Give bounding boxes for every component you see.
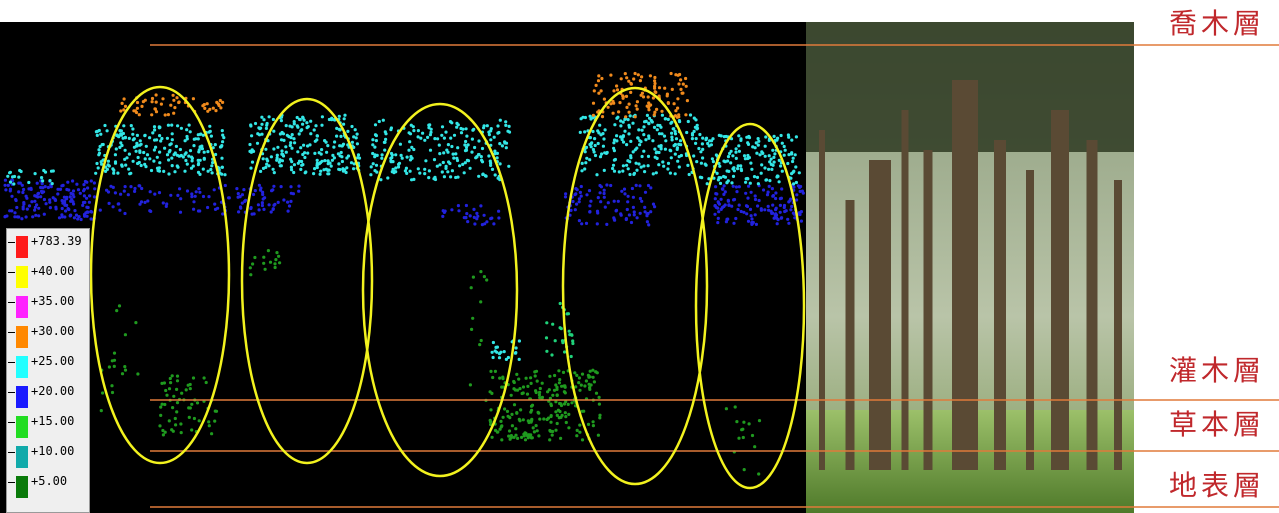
legend-label: +25.00 — [31, 354, 75, 368]
legend-label: +20.00 — [31, 384, 75, 398]
legend-label: +5.00 — [31, 474, 68, 488]
legend-item: +15.00 — [7, 409, 91, 438]
legend-item: +5.00 — [7, 469, 91, 498]
legend-label: +40.00 — [31, 264, 75, 278]
legend-swatch — [16, 236, 28, 258]
legend-item: +25.00 — [7, 349, 91, 378]
tree-ellipse-4 — [561, 86, 709, 486]
layer-label-ground: 地表層 — [1168, 469, 1265, 502]
layer-label-herb: 草本層 — [1168, 408, 1265, 441]
legend-swatch — [16, 386, 28, 408]
tree-ellipse-2 — [240, 97, 374, 465]
legend-item: +783.39 — [7, 229, 91, 258]
legend-label: +10.00 — [31, 444, 75, 458]
legend-label: +783.39 — [31, 234, 82, 248]
point-cloud — [3, 71, 805, 476]
legend-label: +15.00 — [31, 414, 75, 428]
legend-item: +40.00 — [7, 259, 91, 288]
height-color-legend: +783.39 +40.00 +35.00 +30.00 +25.00 +20.… — [6, 228, 90, 513]
point-cloud-background — [0, 22, 806, 513]
legend-swatch — [16, 446, 28, 468]
legend-swatch — [16, 416, 28, 438]
layer-label-tree: 喬木層 — [1168, 7, 1265, 40]
legend-swatch — [16, 296, 28, 318]
tree-ellipse-5 — [694, 122, 806, 490]
legend-swatch — [16, 266, 28, 288]
legend-swatch — [16, 356, 28, 378]
legend-label: +35.00 — [31, 294, 75, 308]
legend-item: +35.00 — [7, 289, 91, 318]
legend-item: +20.00 — [7, 379, 91, 408]
legend-swatch — [16, 476, 28, 498]
layer-lines — [150, 44, 1279, 508]
legend-swatch — [16, 326, 28, 348]
legend-label: +30.00 — [31, 324, 75, 338]
tree-crown-ellipses — [89, 85, 806, 490]
legend-item: +30.00 — [7, 319, 91, 348]
layer-label-shrub: 灌木層 — [1168, 354, 1265, 387]
legend-item: +10.00 — [7, 439, 91, 468]
tree-ellipse-3 — [361, 102, 519, 478]
tree-ellipse-1 — [89, 85, 231, 465]
forest-photo — [806, 22, 1134, 513]
